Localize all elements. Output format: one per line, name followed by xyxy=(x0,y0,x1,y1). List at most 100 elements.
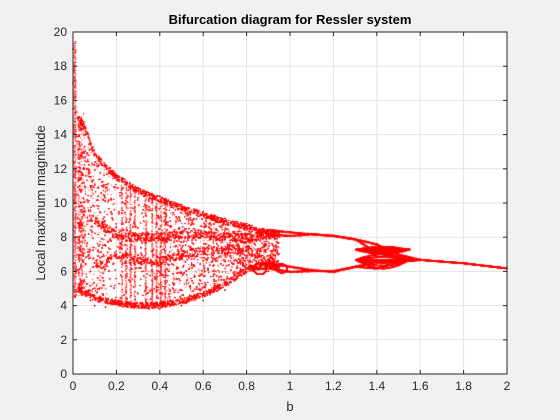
scatter-point xyxy=(202,210,205,213)
y-tick-label: 0 xyxy=(60,367,67,381)
scatter-point xyxy=(180,203,183,206)
scatter-point xyxy=(310,232,313,235)
scatter-point xyxy=(245,267,248,269)
scatter-point xyxy=(332,234,335,237)
scatter-point xyxy=(289,265,291,268)
scatter-point xyxy=(310,268,313,271)
scatter-point xyxy=(148,261,150,264)
y-tick-label: 20 xyxy=(54,25,68,39)
scatter-plot-area xyxy=(73,32,507,374)
y-tick-label: 6 xyxy=(60,264,67,278)
scatter-point xyxy=(267,229,270,232)
scatter-point xyxy=(89,185,92,187)
scatter-point xyxy=(126,256,129,259)
scatter-point xyxy=(104,231,107,233)
scatter-point xyxy=(419,258,422,261)
scatter-point xyxy=(93,152,96,155)
scatter-point xyxy=(397,260,400,263)
scatter-point xyxy=(115,253,118,256)
scatter-point xyxy=(158,308,161,310)
scatter-point xyxy=(89,299,92,302)
x-tick-label: 1 xyxy=(287,379,294,393)
scatter-point xyxy=(104,306,107,309)
scatter-point xyxy=(74,296,77,298)
scatter-point xyxy=(354,265,356,268)
scatter-point xyxy=(78,116,81,119)
x-tick-label: 0.2 xyxy=(108,379,125,393)
scatter-point xyxy=(78,284,81,286)
x-tick-label: 1.6 xyxy=(412,379,429,393)
x-tick-label: 1.4 xyxy=(368,379,385,393)
scatter-point xyxy=(148,239,150,242)
scatter-point xyxy=(104,244,107,247)
x-tick-label: 1.8 xyxy=(455,379,472,393)
scatter-point xyxy=(115,236,118,239)
scatter-point xyxy=(93,261,96,264)
scatter-point xyxy=(148,308,150,310)
scatter-point xyxy=(375,243,378,245)
scatter-point xyxy=(93,222,96,225)
y-axis-label: Local maximum magnitude xyxy=(33,125,48,280)
scatter-point xyxy=(224,248,226,251)
scatter-point xyxy=(115,174,118,177)
scatter-point xyxy=(180,232,183,235)
y-tick-label: 4 xyxy=(60,299,67,313)
y-tick-label: 18 xyxy=(54,59,68,73)
scatter-point xyxy=(82,236,85,239)
scatter-point xyxy=(245,222,248,225)
scatter-point xyxy=(148,191,150,194)
y-tick-label: 8 xyxy=(60,230,67,244)
scatter-point xyxy=(224,217,226,220)
scatter-point xyxy=(104,164,107,167)
scatter-point xyxy=(137,261,140,264)
scatter-point xyxy=(397,256,400,259)
y-tick-label: 14 xyxy=(54,128,68,142)
scatter-point xyxy=(202,249,205,252)
scatter-point xyxy=(126,229,129,232)
scatter-point xyxy=(180,253,183,256)
scatter-point xyxy=(245,248,248,251)
chart-title: Bifurcation diagram for Ressler system xyxy=(169,12,412,27)
scatter-point xyxy=(289,270,291,273)
scatter-point xyxy=(224,236,226,239)
scatter-point xyxy=(74,111,77,114)
scatter-point xyxy=(126,181,129,184)
scatter-point xyxy=(375,267,378,269)
scatter-point xyxy=(137,186,140,189)
scatter-point xyxy=(89,142,92,145)
ticks: 0 0.2 0.4 0.6 0.8 1 1.2 1.4 1.6 1.8 20246810121416… xyxy=(54,25,511,393)
x-tick-label: 0.4 xyxy=(151,379,168,393)
scatter-point xyxy=(245,236,248,239)
scatter-point xyxy=(202,232,205,235)
y-tick-label: 10 xyxy=(54,196,68,210)
scatter-point xyxy=(93,304,96,307)
scatter-point xyxy=(332,270,335,273)
scatter-point xyxy=(82,291,85,293)
scatter-point xyxy=(224,289,226,292)
scatter-point xyxy=(267,270,270,273)
scatter-point xyxy=(78,227,81,230)
scatter-point xyxy=(158,260,161,263)
x-tick-label: 1.2 xyxy=(325,379,342,393)
scatter-point xyxy=(375,260,378,263)
scatter-point xyxy=(289,234,291,237)
scatter-point xyxy=(267,261,270,264)
scatter-point xyxy=(82,167,85,170)
scatter-point xyxy=(137,236,140,239)
y-tick-label: 16 xyxy=(54,93,68,107)
scatter-point xyxy=(115,301,118,304)
x-axis-label: b xyxy=(286,399,293,414)
y-tick-label: 12 xyxy=(54,162,68,176)
scatter-point xyxy=(126,297,129,300)
scatter-point xyxy=(78,185,81,187)
scatter-point xyxy=(397,253,400,256)
scatter-point xyxy=(462,261,465,264)
y-tick-label: 2 xyxy=(60,333,67,347)
scatter-point xyxy=(375,251,378,254)
scatter-point xyxy=(289,231,291,233)
scatter-point xyxy=(158,238,161,240)
x-tick-label: 0.6 xyxy=(195,379,212,393)
scatter-point xyxy=(354,238,356,240)
scatter-point xyxy=(82,123,85,126)
